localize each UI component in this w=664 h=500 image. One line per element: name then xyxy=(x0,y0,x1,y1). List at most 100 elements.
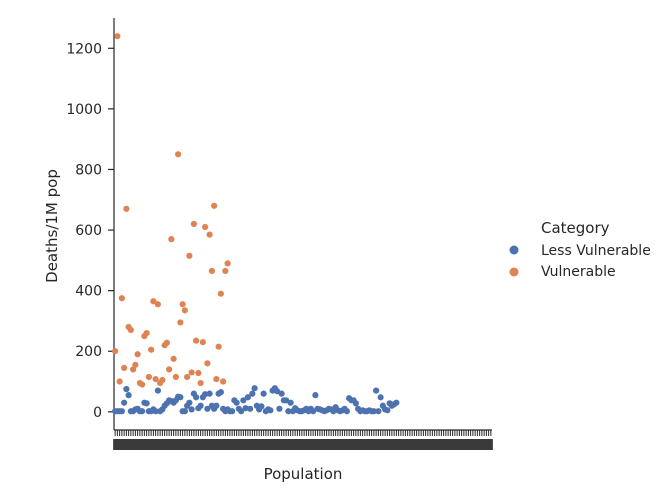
y-tick-label: 400 xyxy=(75,284,102,300)
y-tick-label: 1000 xyxy=(66,102,102,118)
point-vulnerable xyxy=(170,355,177,362)
x-tick-label-glyph xyxy=(160,439,165,450)
x-tick-label-glyph xyxy=(405,439,410,450)
x-tick-label-glyph xyxy=(173,439,178,450)
x-tick-label-glyph xyxy=(324,439,329,450)
x-tick-label-glyph xyxy=(380,439,385,450)
point-less-vulnerable xyxy=(258,403,265,410)
x-tick-label-glyph xyxy=(394,439,399,450)
point-vulnerable xyxy=(202,223,209,231)
legend-label-less-vulnerable: Less Vulnerable xyxy=(541,243,651,259)
point-less-vulnerable xyxy=(352,400,359,407)
x-tick-label-glyph xyxy=(167,439,172,450)
point-vulnerable xyxy=(217,290,224,297)
x-tick-label-glyph xyxy=(180,439,185,450)
x-tick-label-glyph xyxy=(385,439,390,450)
x-tick-label-glyph xyxy=(124,439,129,450)
point-less-vulnerable xyxy=(177,394,184,401)
x-tick-label-glyph xyxy=(347,439,352,450)
x-tick-label-glyph xyxy=(239,439,244,450)
point-less-vulnerable xyxy=(121,399,128,406)
point-vulnerable xyxy=(175,151,182,158)
x-axis-title: Population xyxy=(264,465,343,483)
x-tick-label-glyph xyxy=(144,439,149,450)
x-tick-label-glyph xyxy=(461,439,466,450)
x-tick-label-glyph xyxy=(335,439,340,450)
x-tick-label-glyph xyxy=(479,439,484,450)
x-tick-label-glyph xyxy=(470,439,475,450)
x-tick-label-glyph xyxy=(169,439,174,450)
x-tick-label-glyph xyxy=(387,439,392,450)
point-vulnerable xyxy=(127,326,134,334)
point-less-vulnerable xyxy=(267,407,274,414)
point-less-vulnerable xyxy=(276,405,283,412)
x-tick-label-glyph xyxy=(234,439,239,450)
x-tick-label-glyph xyxy=(187,439,192,450)
x-tick-label-glyph xyxy=(209,439,214,450)
x-tick-label-glyph xyxy=(473,439,478,450)
x-tick-label-glyph xyxy=(374,439,379,450)
x-tick-label-glyph xyxy=(459,439,464,450)
x-tick-label-glyph xyxy=(484,439,489,450)
point-vulnerable xyxy=(197,379,204,387)
x-tick-label-glyph xyxy=(441,439,446,450)
x-tick-label-glyph xyxy=(162,439,167,450)
x-tick-label-glyph xyxy=(245,439,250,450)
point-vulnerable xyxy=(206,231,213,238)
x-tick-label-glyph xyxy=(452,439,457,450)
x-tick-label-glyph xyxy=(275,439,280,450)
point-vulnerable xyxy=(222,267,229,275)
x-tick-label-glyph xyxy=(353,439,358,450)
point-vulnerable xyxy=(163,339,170,346)
point-less-vulnerable xyxy=(384,407,391,414)
x-tick-label-glyph xyxy=(432,439,437,450)
x-tick-label-glyph xyxy=(252,439,257,450)
point-less-vulnerable xyxy=(247,405,254,412)
point-vulnerable xyxy=(193,337,200,344)
point-less-vulnerable xyxy=(139,408,146,415)
point-less-vulnerable xyxy=(152,408,159,415)
x-tick-label-glyph xyxy=(450,439,455,450)
x-tick-label-glyph xyxy=(392,439,397,450)
x-tick-label-glyph xyxy=(277,439,282,450)
x-tick-label-glyph xyxy=(135,439,140,450)
x-tick-label-glyph xyxy=(232,439,237,450)
x-tick-label-glyph xyxy=(331,439,336,450)
x-tick-label-glyph xyxy=(306,439,311,450)
point-less-vulnerable xyxy=(240,397,247,404)
x-tick-label-glyph xyxy=(342,439,347,450)
point-vulnerable xyxy=(152,376,159,383)
point-vulnerable xyxy=(215,343,222,350)
x-tick-label-glyph xyxy=(126,439,131,450)
x-tick-label-glyph xyxy=(308,439,313,450)
point-less-vulnerable xyxy=(251,385,258,392)
x-tick-label-glyph xyxy=(434,439,439,450)
data-points xyxy=(112,33,400,415)
point-vulnerable xyxy=(181,307,188,314)
x-tick-label-glyph xyxy=(464,439,469,450)
point-vulnerable xyxy=(188,369,195,376)
x-tick-label-glyph xyxy=(293,439,298,450)
x-tick-label-glyph xyxy=(396,439,401,450)
point-vulnerable xyxy=(114,33,121,40)
x-tick-label-glyph xyxy=(302,439,307,450)
x-tick-label-glyph xyxy=(367,439,372,450)
x-tick-label-glyph xyxy=(369,439,374,450)
x-tick-label-glyph xyxy=(153,439,158,450)
legend-label-vulnerable: Vulnerable xyxy=(541,264,616,280)
point-less-vulnerable xyxy=(217,389,224,396)
point-vulnerable xyxy=(220,378,227,385)
x-tick-label-glyph xyxy=(437,439,442,450)
x-tick-label-glyph xyxy=(358,439,363,450)
x-tick-label-glyph xyxy=(398,439,403,450)
x-tick-label-glyph xyxy=(185,439,190,450)
x-tick-label-glyph xyxy=(171,439,176,450)
x-tick-label-glyph xyxy=(423,439,428,450)
point-less-vulnerable xyxy=(229,408,236,415)
x-tick-label-glyph xyxy=(329,439,334,450)
x-tick-label-glyph xyxy=(419,439,424,450)
x-tick-label-glyph xyxy=(225,439,230,450)
x-tick-label-glyph xyxy=(119,439,124,450)
point-vulnerable xyxy=(116,378,123,385)
point-less-vulnerable xyxy=(393,399,400,406)
